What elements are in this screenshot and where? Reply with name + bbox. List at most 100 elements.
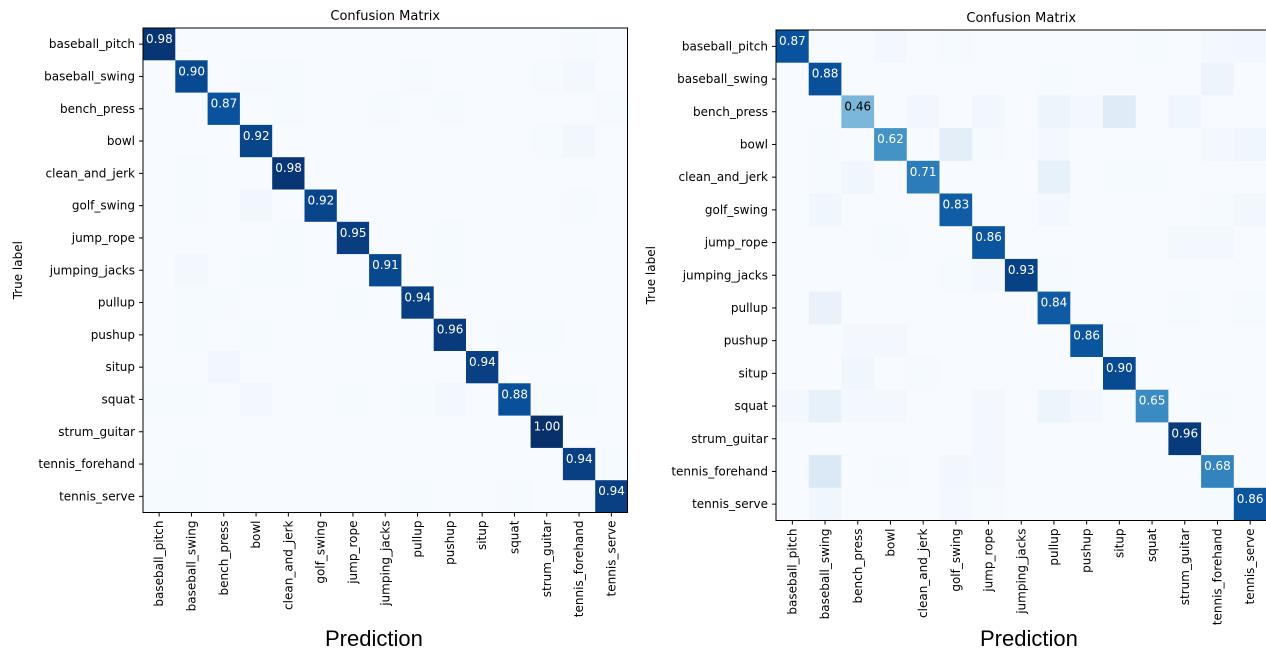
heatmap-cell: [595, 221, 628, 255]
heatmap-cell: [239, 447, 273, 481]
heatmap-cell: [304, 28, 338, 61]
heatmap-cell: [776, 258, 810, 293]
heatmap-cell: [239, 157, 273, 190]
heatmap-cell: [530, 480, 564, 513]
heatmap-cell: [906, 455, 940, 489]
heatmap-cell: [272, 124, 305, 158]
cell-value-label: 0.83: [943, 198, 970, 212]
heatmap-cell: [1004, 193, 1039, 227]
heatmap-cell: [562, 60, 596, 94]
heatmap-cell: [369, 254, 402, 287]
heatmap-cell: [906, 226, 940, 260]
heatmap-cell: [272, 92, 305, 126]
x-tick-label: pushup: [1080, 529, 1094, 573]
heatmap-cell: [939, 30, 973, 64]
heatmap-cell: [143, 254, 176, 287]
heatmap-cell: [433, 189, 467, 223]
heatmap-cell: [239, 351, 273, 384]
y-tick-label: baseball_pitch: [49, 37, 135, 51]
heatmap-cell: [776, 226, 810, 260]
heatmap-cell: [808, 324, 842, 358]
heatmap-cell: [530, 447, 564, 481]
heatmap-cell: [336, 221, 370, 255]
heatmap-cell: [239, 254, 273, 287]
heatmap-cell: [972, 324, 1006, 358]
heatmap-cell: [808, 389, 842, 423]
x-tick-label: golf_swing: [949, 529, 963, 592]
cell-value-label: 0.96: [437, 323, 464, 337]
heatmap-cell: [1135, 389, 1169, 423]
heatmap-cell: [239, 286, 273, 320]
heatmap-cell: [433, 480, 467, 513]
heatmap-cell: [1004, 487, 1039, 521]
heatmap-cell: [874, 258, 908, 293]
cell-value-label: 0.65: [1139, 394, 1166, 408]
x-tick-label: bowl: [249, 521, 263, 549]
heatmap-cell: [1037, 324, 1071, 358]
x-tick-label: squat: [1145, 528, 1159, 562]
heatmap-cell: [562, 189, 596, 223]
heatmap-cell: [466, 415, 499, 449]
cell-value-label: 0.86: [1073, 328, 1100, 342]
heatmap-cell: [1070, 324, 1104, 358]
y-tick-label: bowl: [740, 137, 768, 151]
heatmap-cell: [595, 60, 628, 94]
heatmap-cell: [1135, 422, 1169, 456]
heatmap-cell: [939, 193, 973, 227]
heatmap-cell: [401, 157, 435, 190]
heatmap-cell: [1037, 193, 1071, 227]
heatmap-cell: [562, 92, 596, 126]
heatmap-cell: [401, 92, 435, 126]
heatmap-cell: [498, 480, 532, 513]
heatmap-cell: [906, 357, 940, 391]
heatmap-cell: [562, 480, 596, 513]
heatmap-cell: [143, 351, 176, 384]
heatmap-cell: [401, 221, 435, 255]
heatmap-cell: [1135, 487, 1169, 521]
heatmap-cell: [433, 318, 467, 352]
right-panel: Confusion Matrix 0.87 0.88 0.46 0.62 0.71 0.83…: [633, 0, 1266, 625]
heatmap-cell: [939, 487, 973, 521]
heatmap-cell: [1004, 422, 1039, 456]
x-tick-label: strum_guitar: [540, 520, 554, 597]
heatmap-cell: [369, 286, 402, 320]
heatmap-cell: [562, 415, 596, 449]
cell-value-label: 0.71: [910, 165, 937, 179]
heatmap-cell: [304, 189, 338, 223]
heatmap-cell: [776, 422, 810, 456]
cell-value-label: 0.94: [598, 484, 625, 498]
y-tick-label: tennis_forehand: [671, 464, 768, 478]
heatmap-cell: [239, 383, 273, 417]
heatmap-cell: [595, 351, 628, 384]
heatmap-cell: [1103, 455, 1137, 489]
heatmap-cell: [304, 415, 338, 449]
heatmap-cell: [1070, 62, 1104, 96]
heatmap-cell: [433, 124, 467, 158]
heatmap-cell: [336, 480, 370, 513]
heatmap-cell: [143, 189, 176, 223]
heatmap-cell: [906, 30, 940, 64]
heatmap-cell: [1037, 95, 1071, 129]
heatmap-cell: [972, 128, 1006, 162]
heatmap-cell: [336, 189, 370, 223]
heatmap-cell: [841, 389, 875, 423]
heatmap-cell: [972, 258, 1006, 293]
heatmap-cell: [562, 157, 596, 190]
heatmap-cell: [808, 62, 842, 96]
heatmap-cell: [972, 389, 1006, 423]
x-tick-label: clean_and_jerk: [916, 528, 930, 618]
heatmap-cell: [175, 318, 209, 352]
y-tick-label: baseball_pitch: [682, 39, 768, 53]
heatmap-cell: [207, 221, 241, 255]
heatmap-cell: [1201, 62, 1235, 96]
heatmap-cell: [207, 60, 241, 94]
heatmap-cell: [304, 254, 338, 287]
heatmap-cell: [1135, 226, 1169, 260]
heatmap-cell: [595, 447, 628, 481]
heatmap-cell: [972, 62, 1006, 96]
heatmap-cell: [1070, 455, 1104, 489]
heatmap-cell: [1168, 128, 1202, 162]
heatmap-cell: [272, 351, 305, 384]
y-tick-label: baseball_swing: [677, 72, 768, 86]
heatmap-cell: [1103, 422, 1137, 456]
